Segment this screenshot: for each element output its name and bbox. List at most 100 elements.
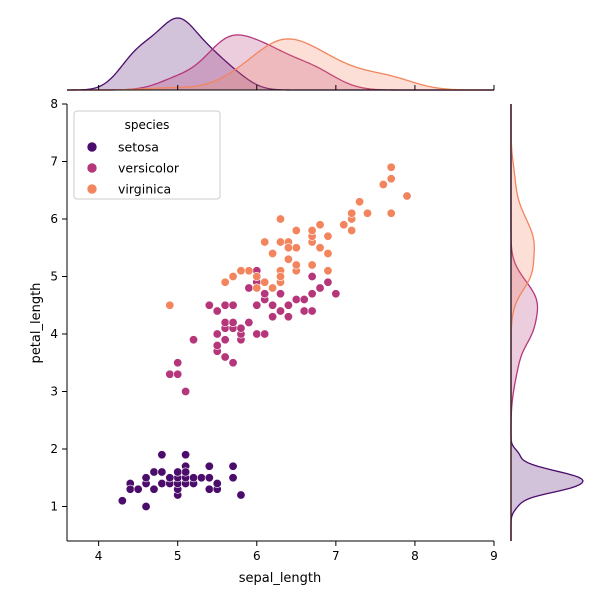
top-kde-fill-setosa [67,18,494,90]
legend-title: species [125,118,170,132]
top-marginal-kde [66,17,494,91]
point-virginica [228,271,238,281]
point-virginica [315,243,325,253]
y-tick-label: 5 [50,270,58,284]
x-ticks: 4 5 6 7 8 9 [95,85,498,563]
point-versicolor [236,323,246,333]
point-virginica [355,197,365,207]
point-versicolor [244,283,254,293]
point-virginica [165,300,175,310]
point-setosa [181,450,191,460]
point-versicolor [252,300,262,310]
point-virginica [260,277,270,287]
y-tick-label: 7 [50,155,58,169]
x-tick-label: 7 [332,549,340,563]
point-versicolor [323,277,333,287]
point-versicolor [260,289,270,299]
point-setosa [125,484,135,494]
point-virginica [323,266,333,276]
point-virginica [275,237,285,247]
point-versicolor [189,335,199,345]
point-virginica [307,260,317,270]
point-setosa [133,484,143,494]
point-versicolor [228,317,238,327]
point-virginica [291,226,301,236]
point-versicolor [212,306,222,316]
point-versicolor [260,329,270,339]
point-setosa [149,467,159,477]
point-setosa [204,484,214,494]
x-tick-label: 5 [174,549,182,563]
point-setosa [189,473,199,483]
right-marginal-kde [510,104,584,541]
y-axis-label: petal_length [29,283,44,364]
point-versicolor [283,312,293,322]
point-virginica [386,174,396,184]
y-tick-label: 2 [50,442,58,456]
point-virginica [260,237,270,247]
legend-label-versicolor: versicolor [118,161,180,176]
point-setosa [157,450,167,460]
point-virginica [275,271,285,281]
x-tick-label: 6 [253,549,261,563]
point-versicolor [212,329,222,339]
point-setosa [204,461,214,471]
point-versicolor [291,294,301,304]
point-versicolor [283,300,293,310]
point-virginica [252,283,262,293]
point-virginica [339,220,349,230]
point-virginica [315,220,325,230]
legend-box [73,110,221,200]
top-kde-fill-versicolor [67,34,494,90]
legend-marker-setosa [86,141,98,153]
point-virginica [291,260,301,270]
point-virginica [291,243,301,253]
point-versicolor [220,317,230,327]
point-versicolor [307,271,317,281]
point-versicolor [299,306,309,316]
right-kde-fill-versicolor [511,104,538,541]
legend-label-virginica: virginica [118,182,171,197]
point-versicolor [173,358,183,368]
y-tick-label: 8 [50,97,58,111]
point-virginica [236,266,246,276]
x-axis-label: sepal_length [239,571,322,586]
point-setosa [228,461,238,471]
y-tick-label: 6 [50,212,58,226]
point-setosa [149,484,159,494]
y-tick-label: 1 [50,500,58,514]
point-versicolor [173,369,183,379]
point-versicolor [220,335,230,345]
y-tick-label: 4 [50,327,58,341]
point-setosa [117,496,127,506]
point-setosa [141,501,151,511]
point-setosa [196,473,206,483]
point-versicolor [228,358,238,368]
point-versicolor [268,300,278,310]
point-virginica [378,180,388,190]
point-versicolor [181,386,191,396]
top-kde-fill-virginica [67,38,494,90]
legend-marker-versicolor [86,162,98,174]
point-virginica [283,243,293,253]
point-virginica [275,214,285,224]
point-setosa [181,467,191,477]
x-tick-label: 8 [411,549,419,563]
point-versicolor [212,340,222,350]
scatter-points [117,162,412,511]
axes-frame [66,89,512,542]
point-virginica [323,249,333,259]
y-tick-label: 3 [50,385,58,399]
point-virginica [220,277,230,287]
point-virginica [283,254,293,264]
point-setosa [236,490,246,500]
point-setosa [165,473,175,483]
legend-label-setosa: setosa [118,140,159,155]
point-virginica [252,271,262,281]
point-versicolor [307,306,317,316]
point-versicolor [220,300,230,310]
point-versicolor [220,352,230,362]
point-versicolor [331,289,341,299]
point-setosa [141,473,151,483]
